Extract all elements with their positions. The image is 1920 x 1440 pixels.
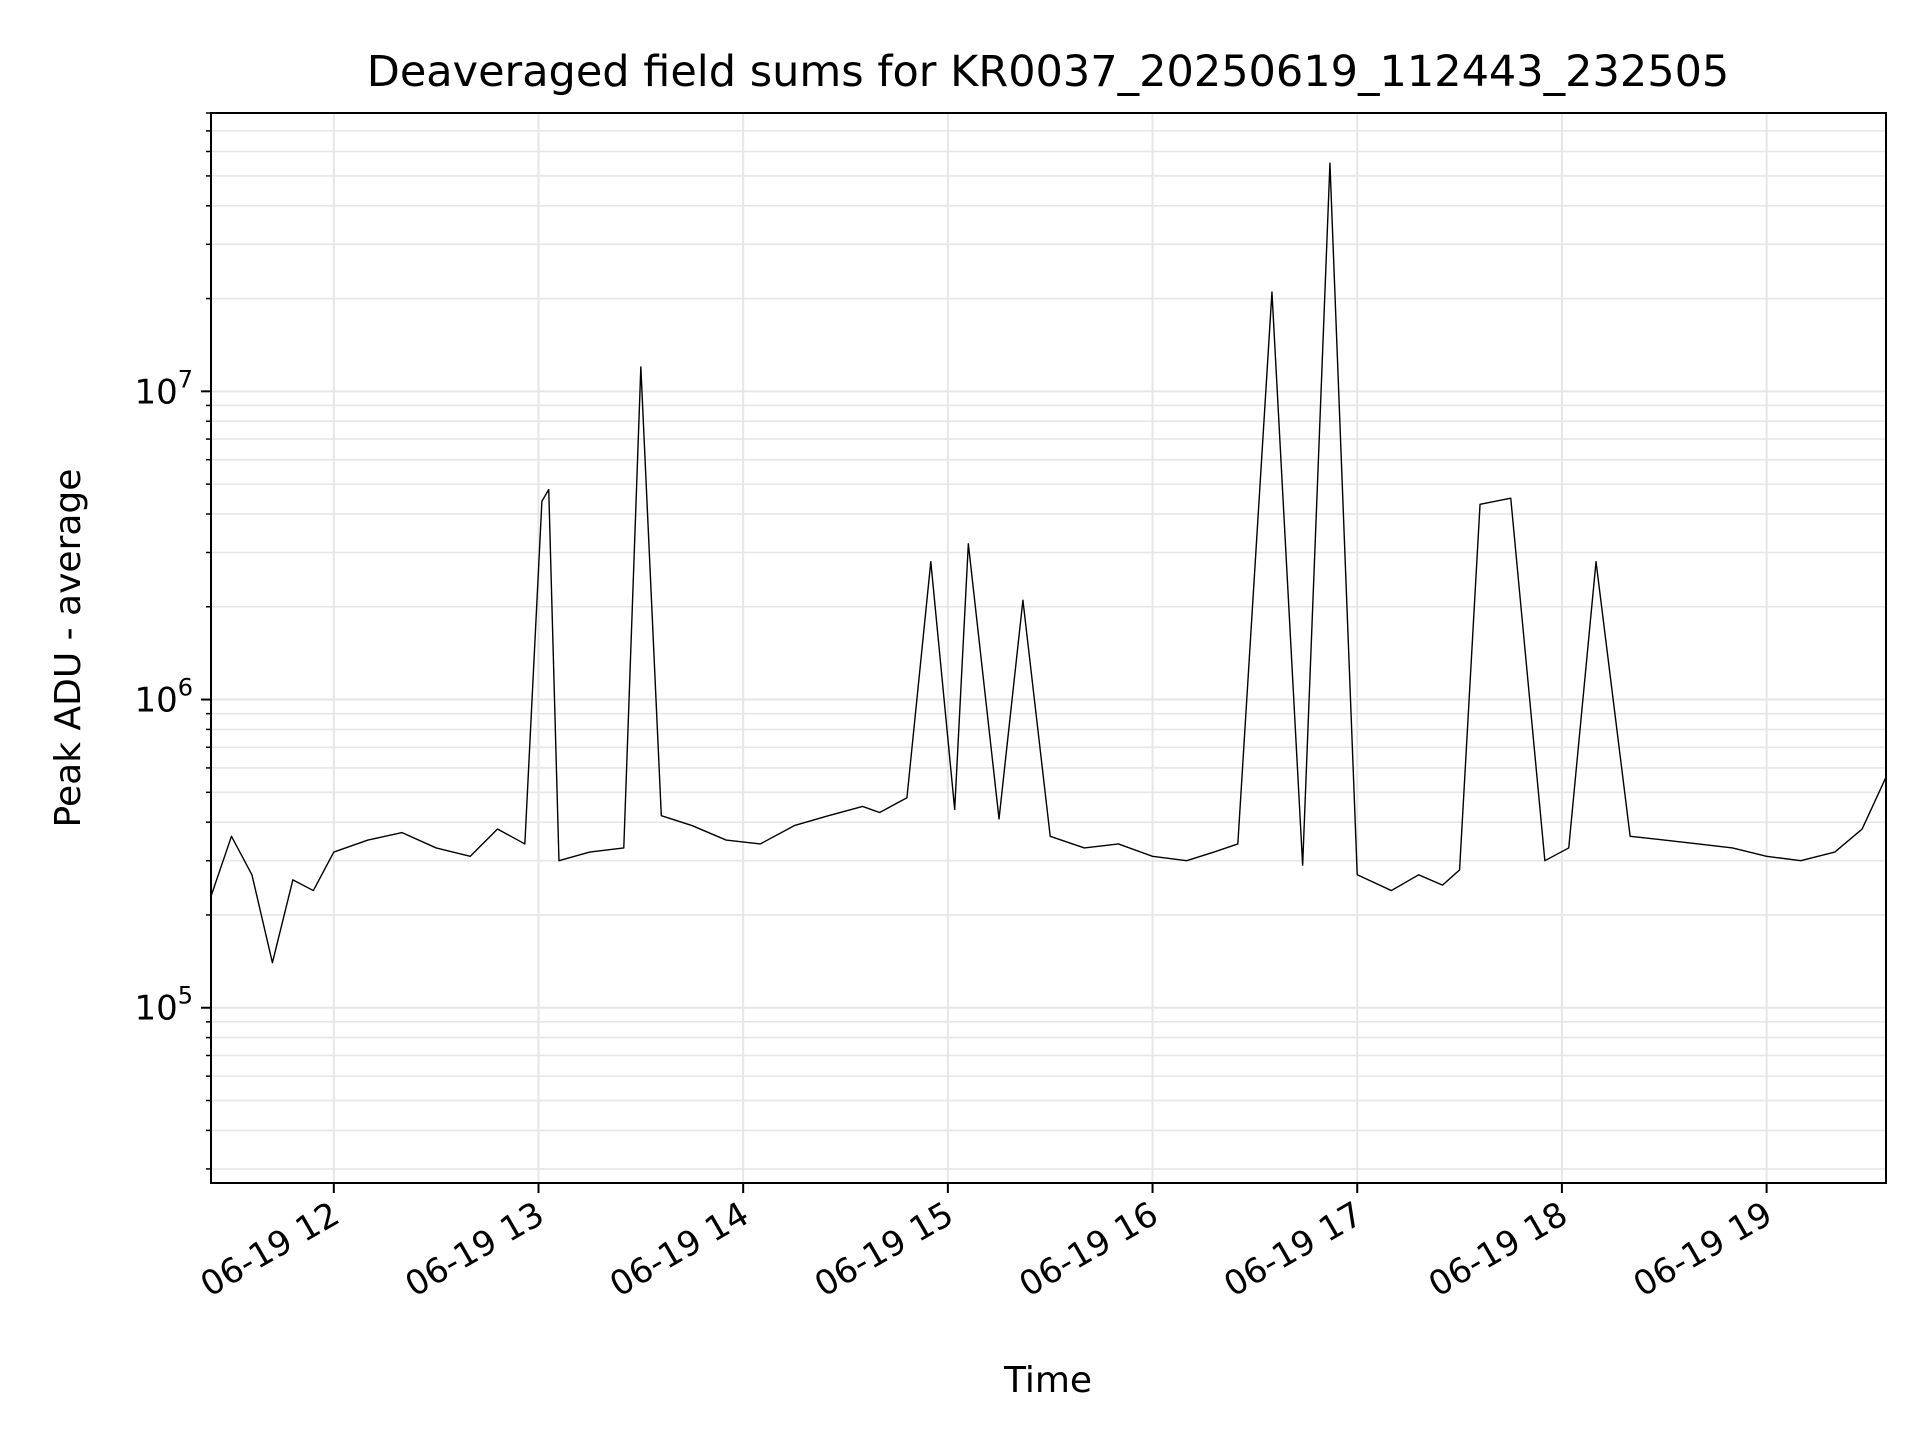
grid (211, 112, 1886, 1183)
y-tick-label: 105 (134, 982, 193, 1029)
series-line-0 (210, 162, 1887, 964)
y-tick-label: 106 (134, 674, 193, 721)
plot-frame (210, 112, 1887, 1184)
y-tick-exponent: 6 (178, 674, 193, 702)
y-tick-exponent: 5 (178, 982, 193, 1010)
y-tick-exponent: 7 (178, 365, 193, 393)
y-tick-base: 10 (134, 372, 177, 412)
series-layer (210, 162, 1887, 964)
chart-title: Deaveraged field sums for KR0037_2025061… (367, 47, 1730, 97)
y-tick-label: 107 (134, 365, 193, 412)
y-tick-base: 10 (134, 681, 177, 721)
x-axis-label: Time (1003, 1360, 1092, 1401)
y-tick-base: 10 (134, 989, 177, 1029)
y-axis-label: Peak ADU - average (48, 469, 89, 828)
